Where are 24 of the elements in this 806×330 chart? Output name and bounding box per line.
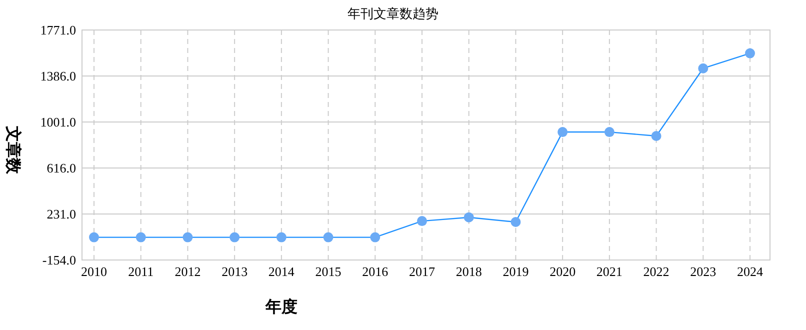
y-axis-title: 文章数 <box>4 125 22 175</box>
x-tick-label: 2018 <box>456 264 482 279</box>
x-tick-label: 2021 <box>596 264 622 279</box>
x-tick-label: 2016 <box>362 264 389 279</box>
x-tick-label: 2010 <box>81 264 107 279</box>
x-tick-label: 2022 <box>643 264 670 279</box>
y-tick-label: -154.0 <box>42 252 76 268</box>
x-tick-label: 2019 <box>502 264 529 279</box>
x-tick-label: 2012 <box>174 264 201 279</box>
x-tick-label: 2011 <box>128 264 154 279</box>
chart-title: 年刊文章数趋势 <box>348 6 438 21</box>
x-axis-title: 年度 <box>264 297 298 316</box>
x-tick-label: 2017 <box>409 264 436 279</box>
x-tick-label: 2024 <box>737 264 764 279</box>
y-tick-label: 1771.0 <box>40 22 76 38</box>
y-tick-label: 1386.0 <box>40 68 76 84</box>
x-tick-label: 2023 <box>690 264 716 279</box>
y-tick-label: 1001.0 <box>40 114 76 130</box>
x-tick-label: 2020 <box>550 264 576 279</box>
y-tick-label: 616.0 <box>46 160 76 176</box>
y-tick-label: 231.0 <box>46 206 76 222</box>
x-tick-label: 2013 <box>222 264 248 279</box>
x-tick-label: 2014 <box>268 264 295 279</box>
x-tick-label: 2015 <box>315 264 342 279</box>
